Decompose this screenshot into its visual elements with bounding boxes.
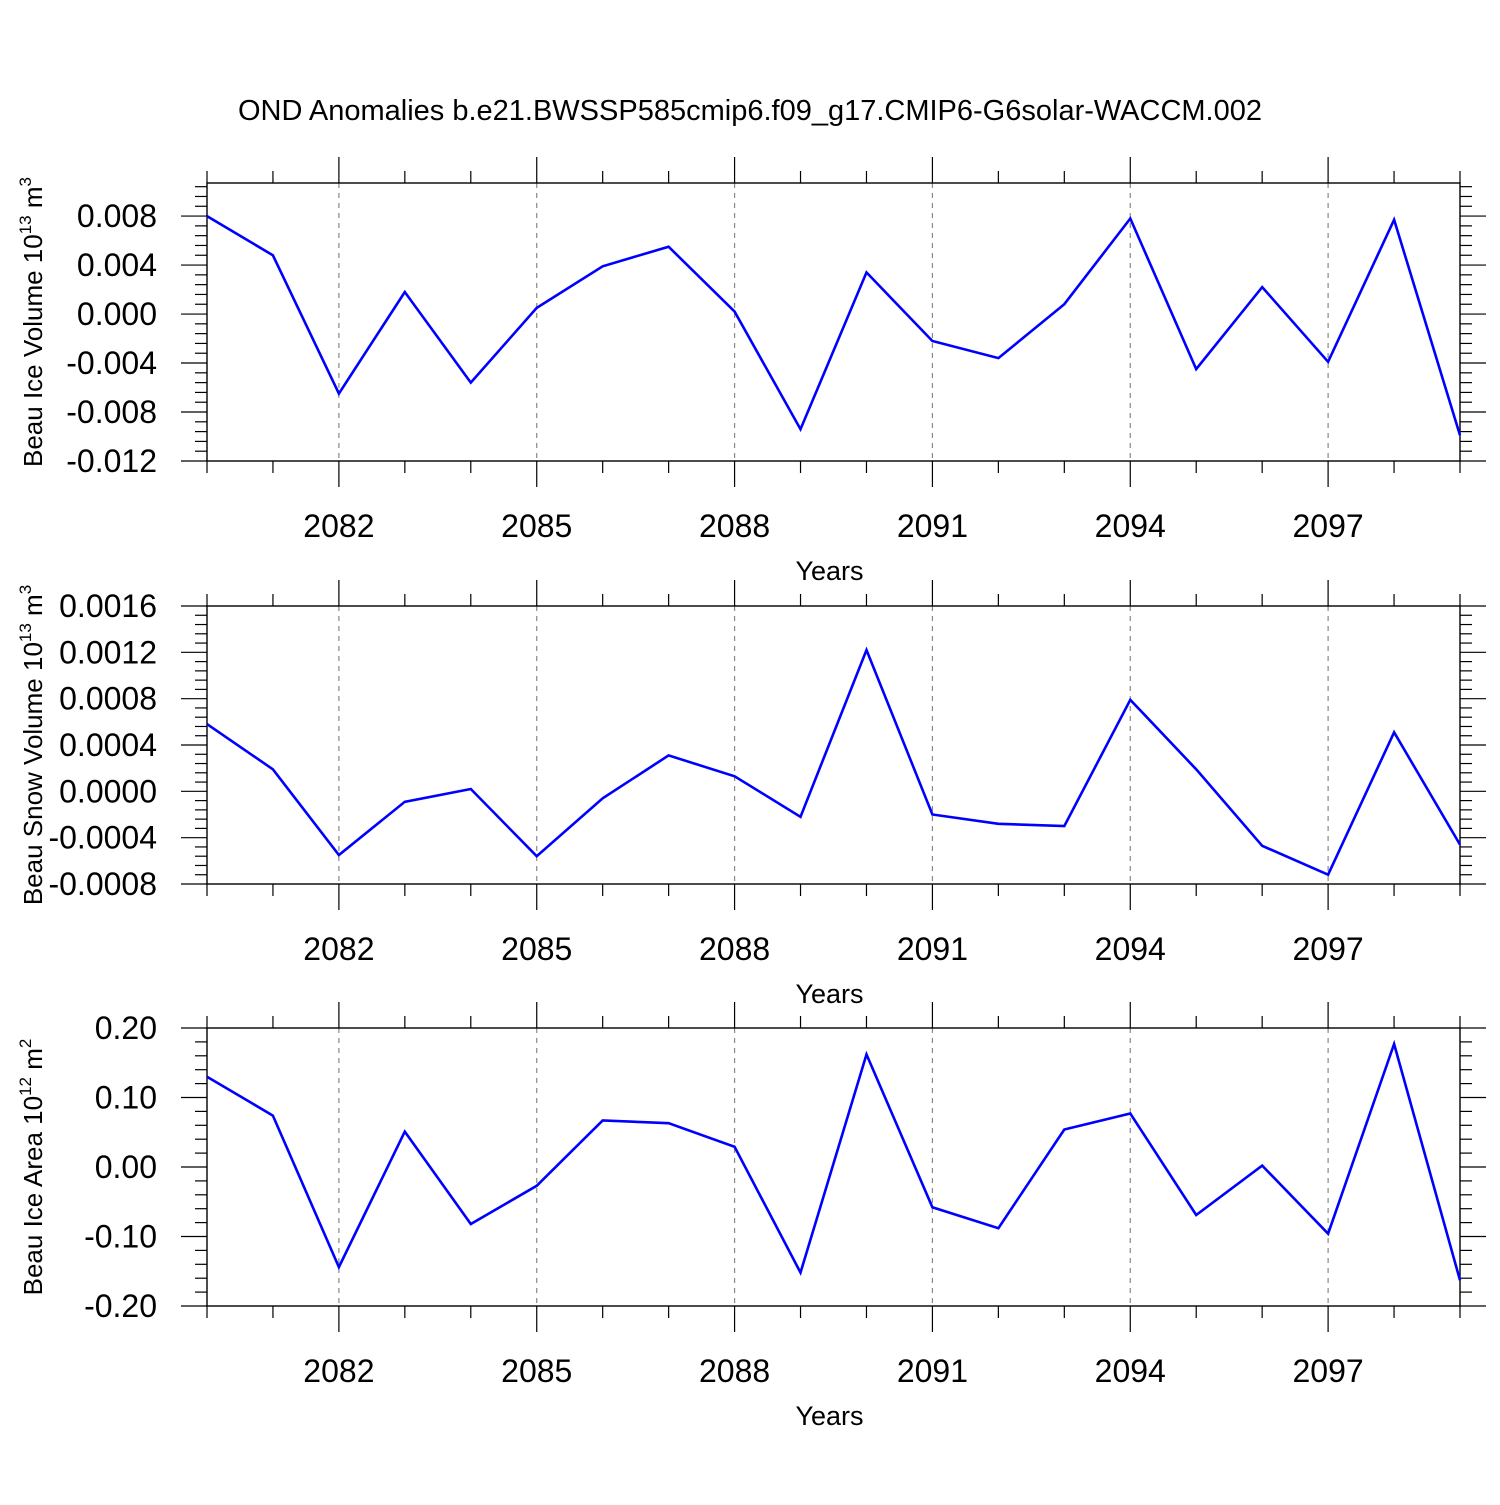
x-axis-label: Years — [795, 556, 863, 586]
x-tick-label: 2085 — [501, 931, 572, 967]
y-axis-label-unit: m — [18, 1048, 48, 1077]
y-axis-label-unit-exponent: 2 — [16, 1039, 35, 1048]
series-line — [207, 216, 1460, 435]
y-axis-label-unit: m — [18, 594, 48, 623]
y-tick-label: 0.0016 — [59, 588, 157, 624]
y-tick-label: -0.10 — [84, 1219, 157, 1255]
series-line — [207, 1044, 1460, 1280]
y-tick-label: 0.0012 — [59, 634, 157, 670]
y-axis-label-exponent: 12 — [16, 1077, 35, 1096]
y-tick-label: 0.0000 — [59, 773, 157, 809]
x-tick-label: 2088 — [699, 1353, 770, 1389]
panel-3: 2082 2085 2088 2091 2094 2097 -0.20 -0.10 0.00 0.… — [16, 1002, 1486, 1431]
y-axis-label-unit-exponent: 3 — [16, 585, 35, 594]
panel-2: 2082 2085 2088 2091 2094 2097 -0.0008 -0.0004 0.… — [16, 580, 1486, 1009]
y-tick-label: 0.0004 — [59, 727, 157, 763]
y-tick-label: -0.004 — [66, 345, 157, 381]
y-axis-label: Beau Ice Volume 1013 m3 — [16, 177, 48, 467]
x-axis-label: Years — [795, 1401, 863, 1431]
y-axis-label-exponent: 13 — [16, 623, 35, 642]
y-axis-label-unit: m — [18, 186, 48, 215]
y-axis-label-main: Beau Ice Volume 10 — [18, 234, 48, 467]
x-tick-label: 2082 — [303, 508, 374, 544]
y-tick-label: 0.20 — [95, 1010, 157, 1046]
y-tick-label: 0.10 — [95, 1080, 157, 1116]
x-tick-label: 2097 — [1293, 1353, 1364, 1389]
figure-title: OND Anomalies b.e21.BWSSP585cmip6.f09_g1… — [238, 95, 1262, 127]
y-tick-label: -0.012 — [66, 443, 157, 479]
x-tick-label: 2091 — [897, 508, 968, 544]
y-tick-label: -0.0008 — [48, 866, 157, 902]
y-axis-label: Beau Snow Volume 1013 m3 — [16, 585, 48, 905]
y-axis-label-exponent: 13 — [16, 215, 35, 234]
y-tick-label: 0.008 — [77, 198, 157, 234]
plot-frame — [207, 606, 1460, 884]
x-tick-label: 2094 — [1095, 1353, 1166, 1389]
x-tick-label: 2082 — [303, 1353, 374, 1389]
x-tick-label: 2085 — [501, 508, 572, 544]
y-tick-label: 0.000 — [77, 296, 157, 332]
y-tick-label: -0.008 — [66, 394, 157, 430]
x-tick-label: 2094 — [1095, 508, 1166, 544]
plot-frame — [207, 183, 1460, 461]
series-line — [207, 650, 1460, 875]
x-tick-label: 2094 — [1095, 931, 1166, 967]
x-tick-label: 2088 — [699, 508, 770, 544]
x-tick-label: 2097 — [1293, 931, 1364, 967]
y-axis-label-main: Beau Ice Area 10 — [18, 1096, 48, 1295]
y-tick-label: -0.0004 — [48, 820, 157, 856]
y-tick-label: -0.20 — [84, 1288, 157, 1324]
x-tick-label: 2082 — [303, 931, 374, 967]
x-tick-label: 2097 — [1293, 508, 1364, 544]
x-axis-label: Years — [795, 979, 863, 1009]
x-tick-label: 2085 — [501, 1353, 572, 1389]
y-tick-label: 0.0008 — [59, 681, 157, 717]
y-tick-label: 0.004 — [77, 247, 157, 283]
panel-1: 2082 2085 2088 2091 2094 2097 -0.012 -0.008 -0.0… — [16, 157, 1486, 586]
y-tick-label: 0.00 — [95, 1149, 157, 1185]
y-axis-label: Beau Ice Area 1012 m2 — [16, 1039, 48, 1296]
x-tick-label: 2091 — [897, 931, 968, 967]
x-tick-label: 2091 — [897, 1353, 968, 1389]
y-axis-label-main: Beau Snow Volume 10 — [18, 642, 48, 905]
y-axis-label-unit-exponent: 3 — [16, 177, 35, 186]
x-tick-label: 2088 — [699, 931, 770, 967]
